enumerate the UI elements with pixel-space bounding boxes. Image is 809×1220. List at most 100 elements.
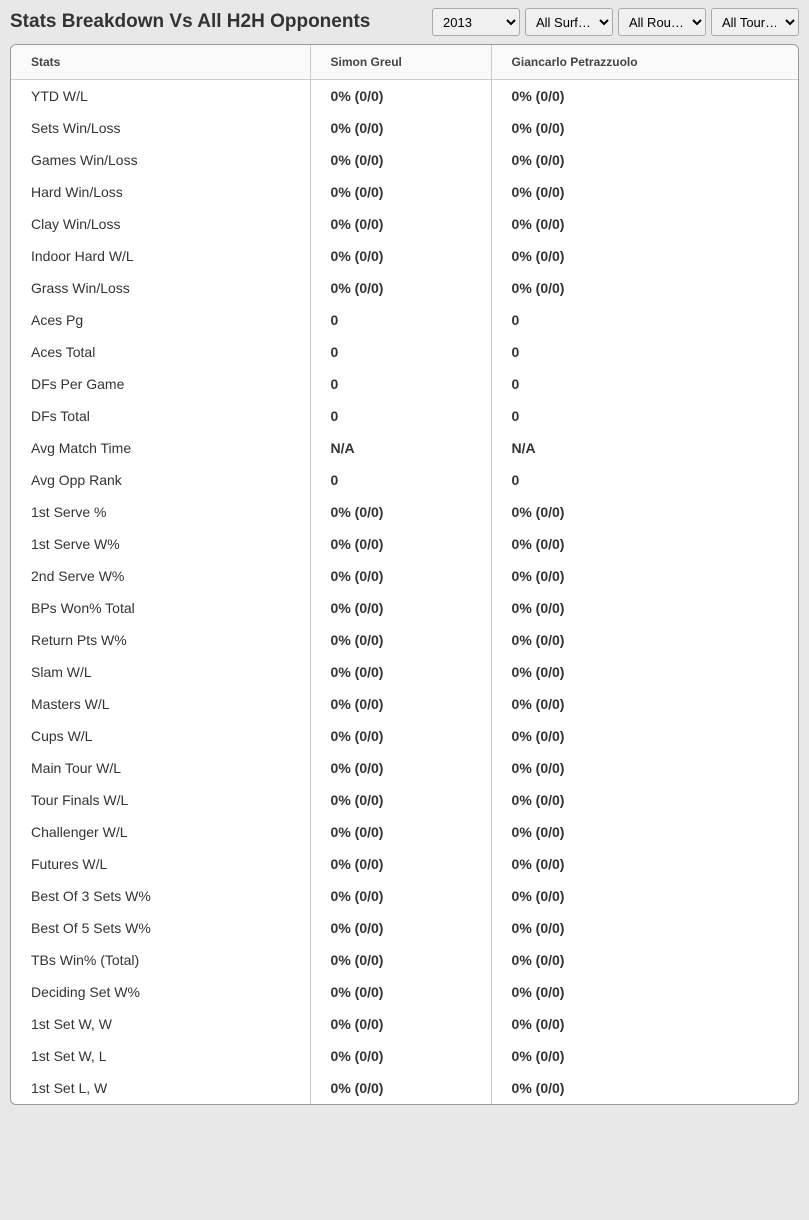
player1-value: 0% (0/0) <box>310 752 491 784</box>
stat-label: Games Win/Loss <box>11 144 310 176</box>
table-body: YTD W/L0% (0/0)0% (0/0)Sets Win/Loss0% (… <box>11 80 798 1105</box>
stat-label: 1st Serve W% <box>11 528 310 560</box>
stat-label: Cups W/L <box>11 720 310 752</box>
filter-group: 2013 All Surf… All Rou… All Tour… <box>432 8 799 36</box>
table-row: Tour Finals W/L0% (0/0)0% (0/0) <box>11 784 798 816</box>
stats-table: Stats Simon Greul Giancarlo Petrazzuolo … <box>11 45 798 1104</box>
player2-value: 0% (0/0) <box>491 912 798 944</box>
player1-value: 0% (0/0) <box>310 720 491 752</box>
table-header-row: Stats Simon Greul Giancarlo Petrazzuolo <box>11 45 798 80</box>
player2-value: 0% (0/0) <box>491 1072 798 1104</box>
player2-value: 0% (0/0) <box>491 688 798 720</box>
table-row: YTD W/L0% (0/0)0% (0/0) <box>11 80 798 113</box>
table-row: Masters W/L0% (0/0)0% (0/0) <box>11 688 798 720</box>
stat-label: Hard Win/Loss <box>11 176 310 208</box>
stat-label: DFs Per Game <box>11 368 310 400</box>
table-row: Grass Win/Loss0% (0/0)0% (0/0) <box>11 272 798 304</box>
table-row: 1st Set L, W0% (0/0)0% (0/0) <box>11 1072 798 1104</box>
tour-select[interactable]: All Tour… <box>711 8 799 36</box>
table-row: Hard Win/Loss0% (0/0)0% (0/0) <box>11 176 798 208</box>
player2-value: 0% (0/0) <box>491 720 798 752</box>
player1-value: 0% (0/0) <box>310 560 491 592</box>
table-row: Best Of 5 Sets W%0% (0/0)0% (0/0) <box>11 912 798 944</box>
player2-value: 0% (0/0) <box>491 1040 798 1072</box>
player2-value: 0% (0/0) <box>491 752 798 784</box>
player2-value: 0% (0/0) <box>491 976 798 1008</box>
player2-value: 0% (0/0) <box>491 944 798 976</box>
page-title: Stats Breakdown Vs All H2H Opponents <box>10 11 370 33</box>
player1-value: 0% (0/0) <box>310 208 491 240</box>
header-bar: Stats Breakdown Vs All H2H Opponents 201… <box>0 0 809 44</box>
table-row: Cups W/L0% (0/0)0% (0/0) <box>11 720 798 752</box>
round-select[interactable]: All Rou… <box>618 8 706 36</box>
stat-label: Avg Opp Rank <box>11 464 310 496</box>
player2-value: 0% (0/0) <box>491 208 798 240</box>
player2-value: 0% (0/0) <box>491 624 798 656</box>
stat-label: 1st Set W, L <box>11 1040 310 1072</box>
table-row: Avg Match TimeN/AN/A <box>11 432 798 464</box>
player1-value: 0% (0/0) <box>310 816 491 848</box>
player1-value: 0% (0/0) <box>310 80 491 113</box>
table-row: Aces Total00 <box>11 336 798 368</box>
player2-value: 0% (0/0) <box>491 816 798 848</box>
player1-value: 0 <box>310 368 491 400</box>
player1-value: 0% (0/0) <box>310 272 491 304</box>
stat-label: Avg Match Time <box>11 432 310 464</box>
stat-label: Sets Win/Loss <box>11 112 310 144</box>
stat-label: Indoor Hard W/L <box>11 240 310 272</box>
stat-label: Tour Finals W/L <box>11 784 310 816</box>
table-row: Challenger W/L0% (0/0)0% (0/0) <box>11 816 798 848</box>
stat-label: Deciding Set W% <box>11 976 310 1008</box>
stat-label: Aces Pg <box>11 304 310 336</box>
table-row: DFs Total00 <box>11 400 798 432</box>
player2-value: 0% (0/0) <box>491 592 798 624</box>
player1-value: 0% (0/0) <box>310 944 491 976</box>
stat-label: 2nd Serve W% <box>11 560 310 592</box>
table-row: Deciding Set W%0% (0/0)0% (0/0) <box>11 976 798 1008</box>
table-row: Sets Win/Loss0% (0/0)0% (0/0) <box>11 112 798 144</box>
player2-value: 0% (0/0) <box>491 496 798 528</box>
player2-value: 0 <box>491 400 798 432</box>
player2-value: 0 <box>491 304 798 336</box>
player2-value: 0% (0/0) <box>491 176 798 208</box>
stat-label: Futures W/L <box>11 848 310 880</box>
player2-value: 0 <box>491 336 798 368</box>
player1-value: 0% (0/0) <box>310 1072 491 1104</box>
player1-value: 0 <box>310 304 491 336</box>
stat-label: Slam W/L <box>11 656 310 688</box>
player1-value: 0% (0/0) <box>310 976 491 1008</box>
table-row: 1st Set W, L0% (0/0)0% (0/0) <box>11 1040 798 1072</box>
player2-value: 0% (0/0) <box>491 112 798 144</box>
player2-value: N/A <box>491 432 798 464</box>
player2-value: 0 <box>491 368 798 400</box>
table-row: 2nd Serve W%0% (0/0)0% (0/0) <box>11 560 798 592</box>
table-row: 1st Serve %0% (0/0)0% (0/0) <box>11 496 798 528</box>
player1-value: 0% (0/0) <box>310 240 491 272</box>
player1-value: 0% (0/0) <box>310 880 491 912</box>
player1-value: 0% (0/0) <box>310 656 491 688</box>
player1-value: 0% (0/0) <box>310 688 491 720</box>
player2-value: 0% (0/0) <box>491 1008 798 1040</box>
stat-label: Challenger W/L <box>11 816 310 848</box>
year-select[interactable]: 2013 <box>432 8 520 36</box>
surface-select[interactable]: All Surf… <box>525 8 613 36</box>
table-row: DFs Per Game00 <box>11 368 798 400</box>
stat-label: TBs Win% (Total) <box>11 944 310 976</box>
stat-label: YTD W/L <box>11 80 310 113</box>
table-row: Main Tour W/L0% (0/0)0% (0/0) <box>11 752 798 784</box>
player1-value: 0% (0/0) <box>310 496 491 528</box>
player1-value: 0 <box>310 464 491 496</box>
player2-value: 0% (0/0) <box>491 80 798 113</box>
table-row: BPs Won% Total0% (0/0)0% (0/0) <box>11 592 798 624</box>
player1-value: 0% (0/0) <box>310 912 491 944</box>
table-row: Best Of 3 Sets W%0% (0/0)0% (0/0) <box>11 880 798 912</box>
table-row: TBs Win% (Total)0% (0/0)0% (0/0) <box>11 944 798 976</box>
stat-label: Aces Total <box>11 336 310 368</box>
stat-label: DFs Total <box>11 400 310 432</box>
player1-value: 0 <box>310 336 491 368</box>
col-player2: Giancarlo Petrazzuolo <box>491 45 798 80</box>
player1-value: 0% (0/0) <box>310 784 491 816</box>
player2-value: 0% (0/0) <box>491 144 798 176</box>
stat-label: Main Tour W/L <box>11 752 310 784</box>
player1-value: 0% (0/0) <box>310 592 491 624</box>
